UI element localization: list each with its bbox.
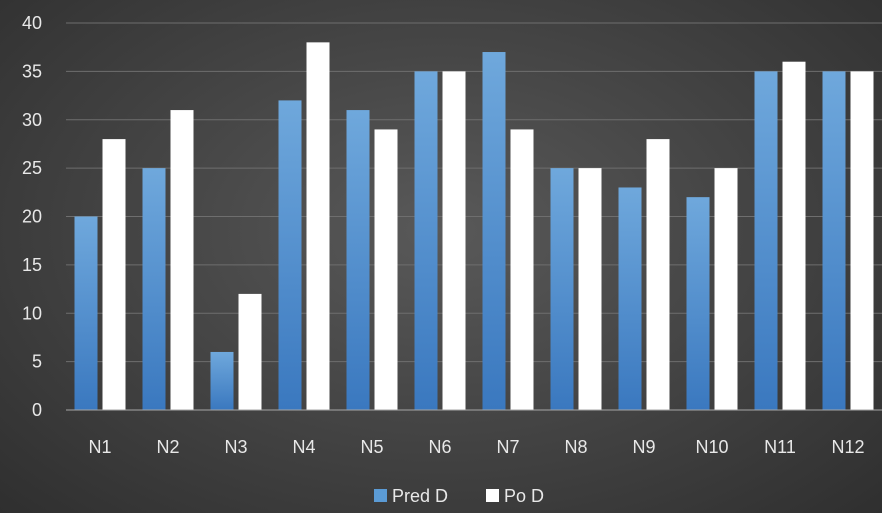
bar-pred-d-n5 [346, 110, 370, 410]
gridlines [66, 22, 882, 363]
x-tick-label: N9 [632, 437, 655, 457]
bar-pred-d-n3 [210, 351, 234, 410]
bar-po-d-n8 [578, 168, 602, 410]
x-tick-label: N2 [156, 437, 179, 457]
bar-po-d-n1 [102, 139, 126, 410]
bar-pred-d-n8 [550, 168, 574, 410]
x-tick-label: N8 [564, 437, 587, 457]
bar-pred-d-n10 [686, 197, 710, 410]
x-tick-label: N7 [496, 437, 519, 457]
bar-pred-d-n6 [414, 71, 438, 410]
axes: 0 5 10 15 20 25 30 35 40 N1 N2 N3 N4 N5 N6 N7 N8 N9 N10 N11… [22, 13, 882, 457]
bar-po-d-n9 [646, 139, 670, 410]
bar-pred-d-n1 [74, 216, 98, 410]
x-tick-label: N10 [695, 437, 728, 457]
bars [74, 42, 874, 411]
x-tick-label: N3 [224, 437, 247, 457]
x-tick-label: N6 [428, 437, 451, 457]
bar-po-d-n10 [714, 168, 738, 410]
bar-po-d-n11 [782, 61, 806, 410]
y-tick-label: 35 [22, 61, 42, 81]
bar-po-d-n6 [442, 71, 466, 410]
y-tick-label: 0 [32, 400, 42, 420]
legend-label-po-d: Po D [504, 486, 544, 506]
x-tick-label: N4 [292, 437, 315, 457]
bar-pred-d-n4 [278, 100, 302, 411]
bar-po-d-n5 [374, 129, 398, 411]
legend: Pred D Po D [374, 486, 544, 506]
legend-swatch-pred-d [374, 489, 387, 502]
y-tick-label: 40 [22, 13, 42, 33]
bar-pred-d-n12 [822, 71, 846, 410]
x-tick-label: N1 [88, 437, 111, 457]
y-tick-label: 10 [22, 303, 42, 323]
bar-po-d-n4 [306, 42, 330, 410]
legend-label-pred-d: Pred D [392, 486, 448, 506]
y-tick-label: 15 [22, 255, 42, 275]
bar-po-d-n7 [510, 129, 534, 411]
bar-pred-d-n2 [142, 168, 166, 410]
y-tick-label: 30 [22, 110, 42, 130]
x-tick-label: N12 [831, 437, 864, 457]
bar-po-d-n2 [170, 110, 194, 410]
legend-swatch-po-d [486, 489, 499, 502]
bar-po-d-n12 [850, 71, 874, 410]
bar-pred-d-n11 [754, 71, 778, 410]
x-tick-label: N5 [360, 437, 383, 457]
y-tick-label: 25 [22, 158, 42, 178]
bar-pred-d-n9 [618, 187, 642, 410]
bar-pred-d-n7 [482, 52, 506, 411]
x-tick-label: N11 [764, 437, 796, 457]
bar-po-d-n3 [238, 293, 262, 410]
y-tick-label: 20 [22, 207, 42, 227]
y-tick-label: 5 [32, 352, 42, 372]
